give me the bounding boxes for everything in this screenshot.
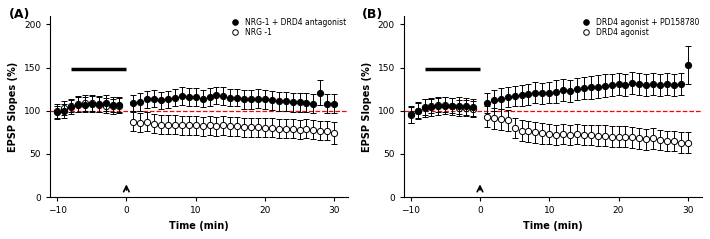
Legend: NRG-1 + DRD4 antagonist, NRG -1: NRG-1 + DRD4 antagonist, NRG -1	[227, 18, 346, 37]
Y-axis label: EPSP Slopes (%): EPSP Slopes (%)	[9, 61, 18, 152]
X-axis label: Time (min): Time (min)	[523, 221, 583, 231]
Text: (B): (B)	[362, 8, 383, 22]
Legend: DRD4 agonist + PD158780, DRD4 agonist: DRD4 agonist + PD158780, DRD4 agonist	[579, 18, 699, 37]
Y-axis label: EPSP Slopes (%): EPSP Slopes (%)	[362, 61, 372, 152]
X-axis label: Time (min): Time (min)	[169, 221, 229, 231]
Text: (A): (A)	[9, 8, 30, 22]
